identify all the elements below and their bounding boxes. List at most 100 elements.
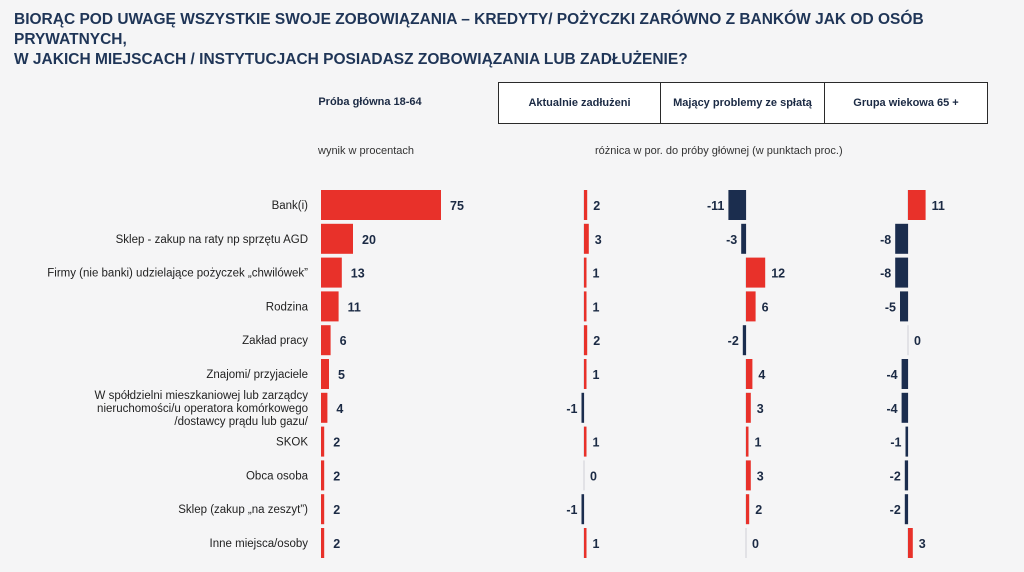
main-value-label: 2	[333, 537, 340, 551]
diff-65plus-value-label: -8	[880, 233, 891, 247]
main-value-label: 2	[333, 503, 340, 517]
diff-problems-zero-line	[745, 528, 747, 558]
subtitle-difference: różnica w por. do próby głównej (w punkt…	[595, 145, 843, 157]
main-value-label: 4	[336, 402, 343, 416]
diff-indebted-bar	[584, 190, 588, 220]
main-bar	[321, 392, 328, 423]
diff-65plus-value-label: 3	[919, 537, 926, 551]
header-age-65-plus: Grupa wiekowa 65 +	[824, 82, 988, 124]
category-label: Firmy (nie banki) udzielające pożyczek „…	[47, 268, 308, 280]
diff-indebted-bar	[584, 528, 587, 558]
diff-problems-bar	[746, 291, 756, 322]
diff-indebted-bar	[584, 325, 588, 356]
diff-problems-value-label: 2	[755, 503, 762, 517]
header-main-sample: Próba główna 18-64	[318, 96, 422, 108]
diff-indebted-bar	[584, 426, 587, 457]
category-label: Obca osoba	[246, 470, 309, 482]
chart-title-line-1: BIORĄC POD UWAGĘ WSZYSTKIE SWOJE ZOBOWIĄ…	[14, 11, 924, 48]
diff-indebted-value-label: 1	[593, 267, 600, 281]
diff-problems-bar	[746, 359, 753, 389]
diff-65plus-value-label: -4	[886, 402, 897, 416]
diff-indebted-value-label: -1	[566, 402, 577, 416]
diff-indebted-value-label: 2	[593, 334, 600, 348]
category-label: Znajomi/ przyjaciele	[206, 369, 308, 381]
diff-indebted-bar	[581, 494, 584, 525]
main-bar	[321, 426, 325, 457]
diff-problems-value-label: -11	[707, 199, 724, 213]
main-bar	[321, 257, 342, 288]
diff-indebted-value-label: -1	[566, 503, 577, 517]
main-bar	[321, 528, 325, 558]
diff-65plus-bar	[895, 257, 908, 288]
diff-problems-value-label: -2	[728, 334, 739, 348]
diff-indebted-value-label: 1	[593, 436, 600, 450]
category-label: Rodzina	[266, 301, 309, 313]
main-bar	[321, 494, 325, 525]
category-label: W spółdzielni mieszkaniowej lub zarządcy	[95, 390, 309, 402]
diff-65plus-bar	[905, 426, 908, 457]
main-bar	[321, 460, 325, 491]
diff-problems-bar	[746, 460, 751, 491]
main-value-label: 13	[351, 267, 365, 281]
main-value-label: 20	[362, 233, 376, 247]
diff-indebted-bar	[584, 257, 587, 288]
diff-65plus-value-label: -1	[890, 436, 901, 450]
diff-indebted-value-label: 1	[593, 368, 600, 382]
diff-indebted-bar	[581, 392, 584, 423]
main-bar	[321, 359, 329, 389]
diff-problems-value-label: 4	[758, 368, 765, 382]
category-label: /dostawcy prądu lub gazu/	[174, 416, 308, 428]
main-value-label: 6	[340, 334, 347, 348]
diff-65plus-bar	[900, 291, 908, 322]
category-label: Sklep - zakup na raty np sprzętu AGD	[116, 234, 308, 246]
diff-problems-bar	[741, 223, 746, 254]
subtitle-main: wynik w procentach	[318, 145, 414, 157]
diff-65plus-bar	[908, 528, 913, 558]
diff-65plus-bar	[908, 190, 926, 220]
diff-indebted-value-label: 1	[593, 300, 600, 314]
diff-indebted-bar	[584, 223, 589, 254]
diff-problems-value-label: 6	[762, 300, 769, 314]
main-value-label: 11	[348, 300, 361, 314]
main-bar	[321, 291, 339, 322]
diff-65plus-bar	[904, 494, 908, 525]
diff-problems-value-label: 0	[752, 537, 759, 551]
diff-problems-value-label: 3	[757, 469, 764, 483]
diff-65plus-value-label: 0	[914, 334, 921, 348]
diff-indebted-value-label: 2	[593, 199, 600, 213]
diff-65plus-bar	[901, 392, 908, 423]
diff-problems-value-label: 3	[757, 402, 764, 416]
chart-title-line-2: W JAKICH MIEJSCACH / INSTYTUCJACH POSIAD…	[14, 51, 688, 68]
diff-65plus-value-label: -4	[886, 368, 897, 382]
diff-65plus-bar	[904, 460, 908, 491]
main-value-label: 5	[338, 368, 345, 382]
diff-indebted-bar	[584, 291, 587, 322]
diff-65plus-bar	[895, 223, 908, 254]
diff-problems-bar	[746, 494, 750, 525]
diff-65plus-zero-line	[907, 325, 909, 356]
diff-indebted-bar	[584, 359, 587, 389]
diff-problems-value-label: -3	[726, 233, 737, 247]
category-label: Bank(i)	[272, 200, 309, 212]
category-label: Inne miejsca/osoby	[210, 538, 309, 550]
diff-65plus-value-label: -5	[885, 300, 896, 314]
diff-65plus-value-label: -2	[890, 503, 901, 517]
category-label: Zakład pracy	[242, 335, 308, 347]
chart-title: BIORĄC POD UWAGĘ WSZYSTKIE SWOJE ZOBOWIĄ…	[14, 10, 1019, 70]
category-label: nieruchomości/u operatora komórkowego	[97, 403, 308, 415]
main-bar	[321, 325, 331, 356]
main-value-label: 2	[333, 436, 340, 450]
main-value-label: 2	[333, 469, 340, 483]
diff-65plus-bar	[901, 359, 908, 389]
diff-65plus-value-label: -2	[890, 469, 901, 483]
main-bar	[321, 223, 353, 254]
diff-indebted-value-label: 0	[590, 469, 597, 483]
main-value-label: 75	[450, 199, 464, 213]
diff-indebted-value-label: 1	[593, 537, 600, 551]
diff-problems-bar	[728, 190, 746, 220]
diff-65plus-value-label: -8	[880, 267, 891, 281]
diff-65plus-value-label: 11	[932, 199, 945, 213]
diff-problems-bar	[746, 392, 751, 423]
diff-problems-value-label: 1	[755, 436, 762, 450]
